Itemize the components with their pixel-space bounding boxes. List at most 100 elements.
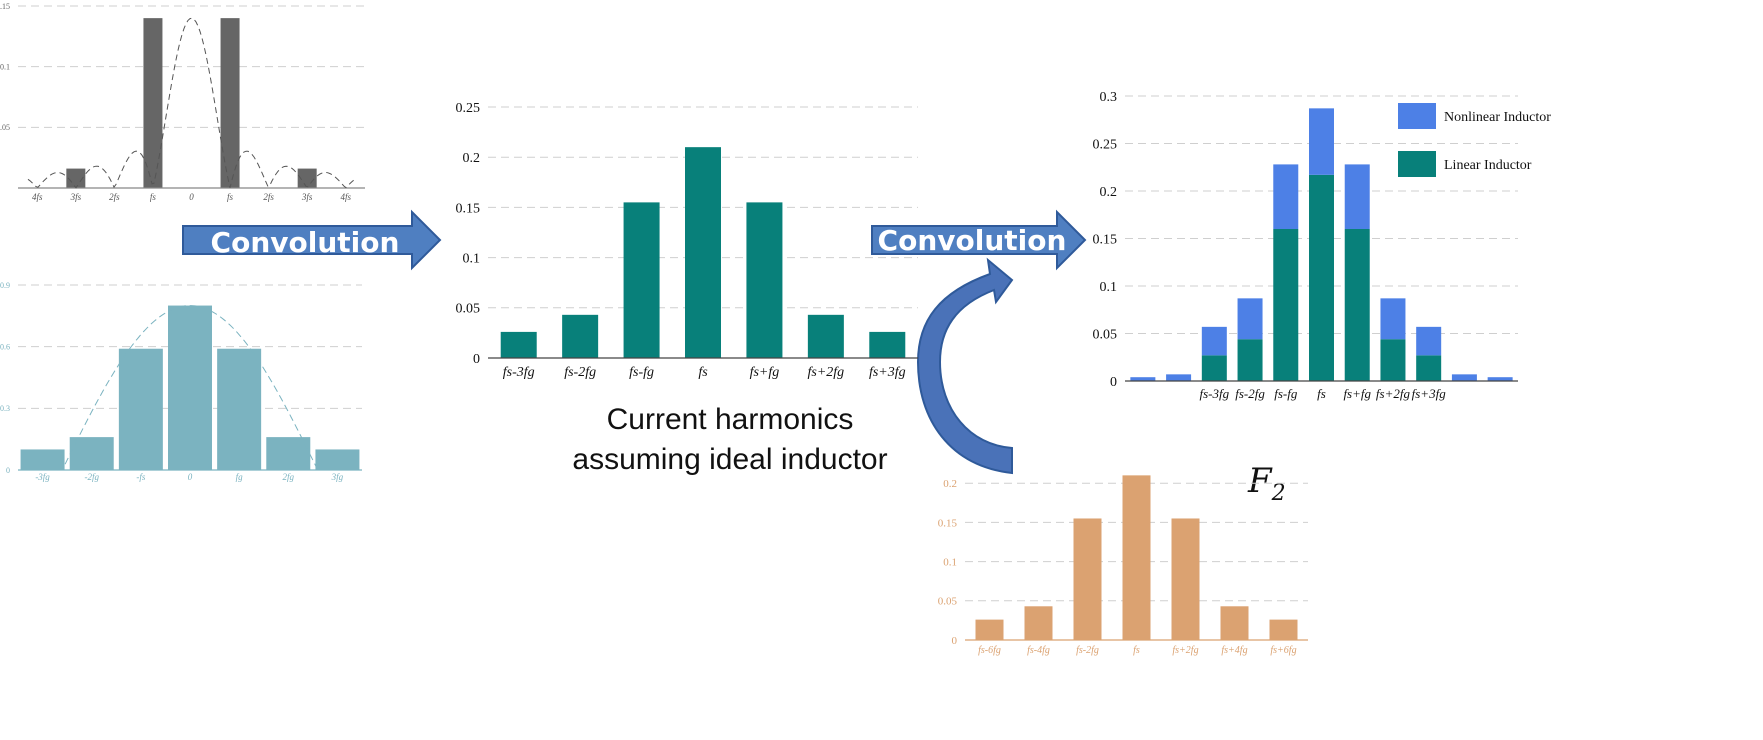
x-tick-label: 4fs <box>340 192 351 202</box>
y-tick-label: 0 <box>952 635 958 647</box>
x-tick-label: 0 <box>188 472 193 482</box>
y-tick-label: 0.1 <box>943 556 957 568</box>
grid_spectrum-chart: 0 0.3 0.6 0.9 -3fg -2fg -fs 0 fg 2fg 3fg <box>0 281 362 482</box>
bar-nonlinear <box>1487 377 1513 381</box>
bar <box>1073 518 1102 640</box>
x-tick-label: fs-3fg <box>503 365 535 380</box>
convolution-label-left: Convolution <box>211 226 400 259</box>
bar-nonlinear <box>1416 326 1442 356</box>
bar <box>266 437 311 470</box>
legend-label: Linear Inductor <box>1444 158 1532 173</box>
bar-nonlinear <box>1344 164 1370 229</box>
bar <box>685 147 721 358</box>
bar <box>869 331 906 358</box>
y-tick-label: 0.05 <box>1093 327 1118 342</box>
y-tick-label: 0.05 <box>0 123 10 132</box>
ideal_harmonics-chart: 0 0.05 0.1 0.15 0.2 0.25 fs-3fg fs-2fg fs-fg fs fs… <box>456 101 918 380</box>
caption-line-2: assuming ideal inductor <box>572 443 888 476</box>
x-tick-label: fs-fg <box>1274 386 1298 401</box>
bar <box>297 168 317 188</box>
bar <box>807 314 844 358</box>
x-tick-label: fs+2fg <box>1376 386 1411 401</box>
x-tick-label: fs+2fg <box>1172 645 1198 656</box>
x-tick-label: fs-4fg <box>1027 645 1050 656</box>
x-tick-label: 4fs <box>32 192 43 202</box>
x-tick-label: fs-2fg <box>1076 645 1099 656</box>
bar <box>315 449 360 470</box>
bar <box>220 18 240 189</box>
legend-swatch <box>1398 151 1436 177</box>
x-tick-label: 0 <box>189 192 194 202</box>
bar <box>1171 518 1200 640</box>
x-tick-label: -2fg <box>84 472 99 482</box>
bar <box>69 437 114 470</box>
y-tick-label: 0 <box>473 352 480 367</box>
bar-linear <box>1309 174 1334 381</box>
bar-nonlinear <box>1201 326 1227 356</box>
bar <box>66 168 86 188</box>
x-tick-label: 2fs <box>109 192 120 202</box>
y-tick-label: 0.3 <box>1100 90 1118 105</box>
bar-nonlinear <box>1130 377 1156 381</box>
y-tick-label: 0.25 <box>1093 137 1118 152</box>
bar-nonlinear <box>1451 374 1477 381</box>
x-tick-label: -3fg <box>35 472 50 482</box>
y-tick-label: 0.3 <box>0 404 10 413</box>
legend-swatch <box>1398 103 1436 129</box>
convolution-label-right: Convolution <box>878 224 1067 257</box>
bar <box>562 314 599 358</box>
x-tick-label: fs+fg <box>1343 386 1371 401</box>
x-tick-label: 2fg <box>283 472 295 482</box>
x-tick-label: fs <box>150 192 157 202</box>
sinc-envelope <box>27 17 355 189</box>
combined_harmonics-chart: 0 0.05 0.1 0.15 0.2 0.25 0.3 fs-3fg fs-2fg fs-fg f… <box>1093 90 1552 401</box>
bar <box>500 331 537 358</box>
x-tick-label: fs-3fg <box>1200 386 1230 401</box>
x-tick-label: -fs <box>136 472 145 482</box>
x-tick-label: fs-2fg <box>1235 386 1265 401</box>
y-tick-label: 0 <box>6 466 10 475</box>
x-tick-label: fs+4fg <box>1221 645 1247 656</box>
y-tick-label: 0.1 <box>0 62 10 71</box>
y-tick-label: 0.05 <box>456 302 481 317</box>
x-tick-label: fs-2fg <box>564 365 596 380</box>
y-tick-label: 0.2 <box>463 151 481 166</box>
convolution-arrow-right: Convolution <box>871 209 1087 271</box>
bar-nonlinear <box>1380 298 1406 340</box>
envelope <box>57 305 322 471</box>
x-tick-label: 2fs <box>263 192 274 202</box>
x-tick-label: fs+6fg <box>1270 645 1296 656</box>
y-tick-label: 0.05 <box>938 596 958 608</box>
y-tick-label: 0.6 <box>0 342 10 351</box>
x-tick-label: fs-6fg <box>978 645 1001 656</box>
x-tick-label: 3fs <box>301 192 313 202</box>
y-tick-label: 0.1 <box>463 252 481 267</box>
y-tick-label: 0.15 <box>1093 232 1118 247</box>
x-tick-label: 3fg <box>331 472 344 482</box>
x-tick-label: fs <box>227 192 234 202</box>
x-tick-label: fg <box>236 472 244 482</box>
bar-linear <box>1273 229 1299 381</box>
x-tick-label: fs-fg <box>629 365 654 380</box>
y-tick-label: 0.15 <box>0 2 10 11</box>
x-tick-label: fs+fg <box>750 365 780 380</box>
bar <box>118 348 163 470</box>
x-tick-label: fs <box>1133 645 1140 656</box>
bar-linear <box>1344 229 1370 381</box>
bar-linear <box>1380 339 1406 381</box>
bar <box>1122 475 1151 640</box>
f2-label: F2 <box>1247 461 1286 506</box>
bar-nonlinear <box>1309 108 1334 175</box>
bar-linear <box>1237 339 1263 381</box>
sampling-chart: 0.05 0.1 0.15 4fs 3fs 2fs fs 0 fs 2fs 3fs 4fs <box>0 2 365 202</box>
bar-linear <box>1201 355 1227 381</box>
bar-nonlinear <box>1166 374 1192 381</box>
f2_spectrum-chart: 0 0.05 0.1 0.15 0.2 fs-6fg fs-4fg fs-2fg fs fs+2f… <box>938 475 1308 656</box>
x-tick-label: fs <box>698 365 708 380</box>
bar-linear <box>1416 355 1442 381</box>
bar <box>1024 606 1053 640</box>
curved-arrow <box>916 257 1014 475</box>
bar <box>1269 619 1298 640</box>
bar <box>143 18 163 189</box>
x-tick-label: fs <box>1317 386 1326 401</box>
